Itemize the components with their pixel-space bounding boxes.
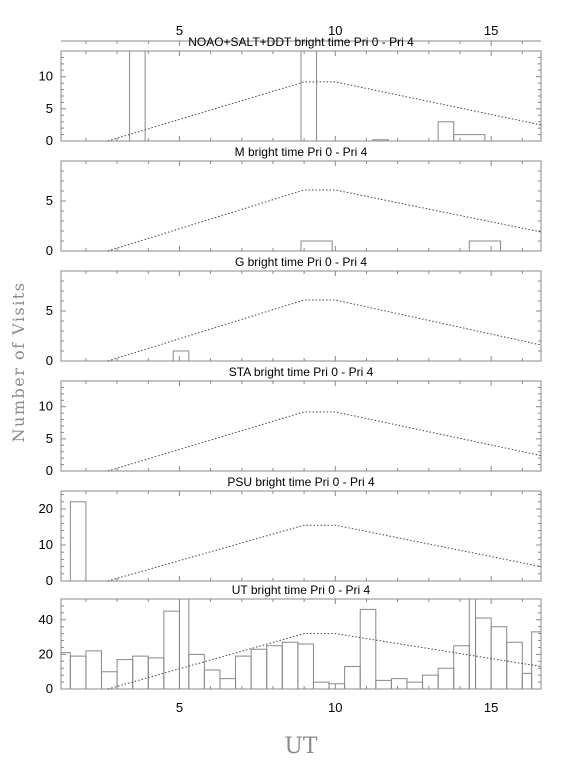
histogram-bar bbox=[188, 653, 205, 689]
y-tick-label: 0 bbox=[46, 133, 53, 148]
histogram-bar bbox=[132, 655, 149, 689]
panel-frame bbox=[60, 380, 542, 472]
histogram-bar bbox=[372, 139, 389, 141]
histogram-bar bbox=[297, 643, 314, 689]
panel-frame bbox=[60, 270, 542, 362]
histogram-bar bbox=[453, 134, 486, 141]
y-tick-label: 0 bbox=[46, 681, 53, 696]
histogram-bar bbox=[531, 631, 542, 689]
y-tick-label: 10 bbox=[39, 69, 53, 84]
histogram-bar bbox=[281, 641, 299, 689]
panel-frame bbox=[60, 160, 542, 252]
panel-title: UT bright time Pri 0 - Pri 4 bbox=[232, 583, 371, 597]
histogram-bar bbox=[219, 678, 237, 689]
y-tick-label: 0 bbox=[46, 243, 53, 258]
histogram-bar bbox=[147, 657, 165, 689]
histogram-bar bbox=[521, 672, 533, 689]
panel-title: PSU bright time Pri 0 - Pri 4 bbox=[227, 475, 375, 489]
y-tick-label: 5 bbox=[46, 303, 53, 318]
histogram-bar bbox=[235, 655, 252, 689]
histogram-bar bbox=[266, 645, 283, 689]
y-tick-label: 20 bbox=[39, 646, 53, 661]
histogram-bar bbox=[468, 240, 501, 251]
histogram-bar bbox=[300, 50, 318, 141]
histogram-bar bbox=[60, 652, 71, 689]
model-curve bbox=[107, 189, 542, 252]
y-tick-label: 0 bbox=[46, 573, 53, 588]
histogram-bar bbox=[406, 681, 424, 689]
histogram-bar bbox=[178, 598, 190, 689]
panel-title: M bright time Pri 0 - Pri 4 bbox=[235, 145, 368, 159]
panel-title: NOAO+SALT+DDT bright time Pri 0 - Pri 4 bbox=[188, 35, 414, 49]
histogram-bar bbox=[437, 121, 455, 141]
panel-ut: 0 20 40 UT bright time Pri 0 - Pri 4 bbox=[39, 583, 542, 696]
histogram-bar bbox=[437, 667, 455, 689]
histogram-bar bbox=[85, 650, 103, 689]
bottom-x-tick-label: 5 bbox=[176, 700, 183, 715]
bottom-x-axis: 5 10 15 bbox=[176, 700, 499, 715]
histogram-bar bbox=[163, 610, 180, 689]
top-x-tick-label: 10 bbox=[328, 23, 342, 38]
model-curve bbox=[107, 81, 542, 142]
panel-g: 0 5 G bright time Pri 0 - Pri 4 bbox=[46, 255, 542, 368]
panel-title: G bright time Pri 0 - Pri 4 bbox=[235, 255, 367, 269]
y-tick-label: 40 bbox=[39, 612, 53, 627]
histogram-bar bbox=[328, 683, 346, 689]
y-tick-label: 10 bbox=[39, 399, 53, 414]
panel-sta: 0 5 10 STA bright time Pri 0 - Pri 4 bbox=[39, 365, 542, 478]
histogram-bar bbox=[203, 669, 221, 689]
histogram-bar bbox=[453, 645, 470, 689]
histogram-bar bbox=[359, 608, 377, 689]
panel-psu: 0 10 20 PSU bright time Pri 0 - Pri 4 bbox=[39, 475, 542, 588]
histogram-bar bbox=[506, 641, 523, 689]
model-curve bbox=[107, 299, 542, 362]
top-x-tick-label: 5 bbox=[176, 23, 183, 38]
y-tick-label: 20 bbox=[39, 501, 53, 516]
model-curve bbox=[107, 633, 542, 690]
histogram-bar bbox=[129, 50, 146, 141]
panel-noao-salt-ddt: 0 5 10 NOAO+SALT+DDT bright time Pri 0 - Pr… bbox=[39, 35, 542, 148]
y-tick-label: 5 bbox=[46, 431, 53, 446]
histogram-bar bbox=[312, 681, 330, 689]
histogram-bar bbox=[69, 655, 87, 689]
histogram-bar bbox=[250, 648, 268, 689]
panel-frame bbox=[60, 490, 542, 582]
histogram-bar bbox=[101, 671, 118, 689]
bottom-x-tick-label: 15 bbox=[484, 700, 498, 715]
y-tick-label: 10 bbox=[39, 537, 53, 552]
histogram-bar bbox=[344, 666, 361, 689]
y-tick-label: 0 bbox=[46, 463, 53, 478]
y-tick-label: 5 bbox=[46, 101, 53, 116]
histogram-bar bbox=[300, 240, 333, 251]
panel-m: 0 5 M bright time Pri 0 - Pri 4 bbox=[46, 145, 542, 258]
histogram-bar bbox=[422, 674, 439, 689]
panel-title: STA bright time Pri 0 - Pri 4 bbox=[229, 365, 374, 379]
histogram-bar bbox=[375, 679, 392, 689]
panel-group: 0 5 10 NOAO+SALT+DDT bright time Pri 0 - Pr… bbox=[39, 35, 542, 696]
model-curve bbox=[107, 411, 542, 472]
bottom-x-tick-label: 10 bbox=[328, 700, 342, 715]
y-axis-label: Number of Visits bbox=[9, 282, 28, 443]
histogram-bar bbox=[390, 678, 408, 689]
y-tick-label: 0 bbox=[46, 353, 53, 368]
x-axis-label: UT bbox=[284, 734, 318, 759]
top-x-axis: 5 10 15 bbox=[61, 23, 541, 46]
histogram-bar bbox=[468, 598, 477, 689]
histogram-bar bbox=[69, 501, 87, 581]
y-tick-label: 5 bbox=[46, 193, 53, 208]
histogram-bar bbox=[475, 617, 492, 689]
top-x-tick-label: 15 bbox=[484, 23, 498, 38]
model-curve bbox=[107, 524, 542, 582]
histogram-bar bbox=[172, 350, 190, 361]
histogram-bar bbox=[490, 626, 508, 689]
